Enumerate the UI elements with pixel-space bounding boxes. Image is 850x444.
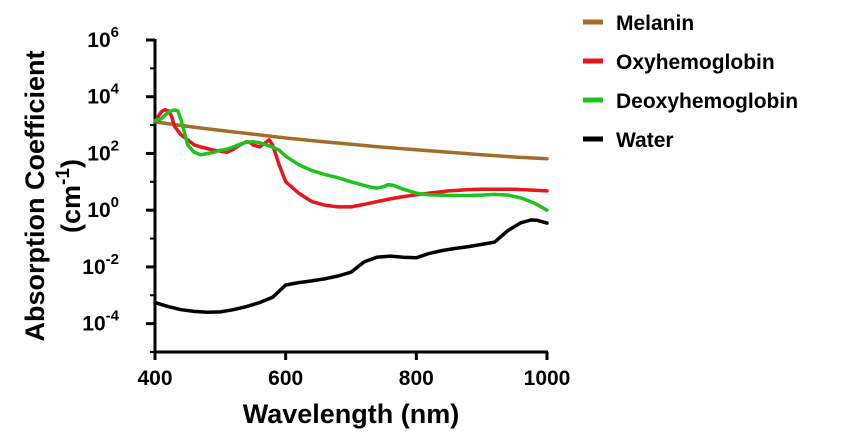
x-tick-label: 800 (399, 367, 434, 390)
y-tick-exponent: -4 (106, 308, 120, 325)
y-tick-label: 100 (87, 194, 119, 222)
y-tick-label: 102 (87, 137, 119, 165)
y-tick-exponent: 6 (111, 24, 119, 41)
y-unit-prefix: (cm (56, 185, 86, 233)
y-tick-base: 10 (82, 313, 105, 336)
y-tick-label: 104 (87, 81, 119, 109)
x-tick-label: 400 (137, 367, 172, 390)
axes (146, 38, 549, 360)
legend-label: Oxyhemoglobin (616, 51, 775, 74)
plot-area (153, 107, 549, 315)
series-line-deoxyhemoglobin (153, 108, 549, 212)
y-unit-exponent: -1 (53, 168, 74, 185)
y-tick-base: 10 (87, 142, 110, 165)
y-axis-title: Absorption Coefficient (cm-1) (20, 51, 86, 342)
y-tick-exponent: 4 (111, 81, 120, 98)
y-tick-base: 10 (87, 199, 110, 222)
series-line-melanin (153, 120, 549, 161)
x-axis-title: Wavelength (nm) (243, 399, 460, 429)
x-tick-labels: 400 600 800 1000 (137, 367, 570, 390)
y-axis-title-line2: (cm-1) (53, 159, 86, 233)
y-tick-label: 10-4 (82, 308, 119, 336)
y-axis-title-line1: Absorption Coefficient (20, 51, 50, 342)
y-tick-exponent: -2 (106, 251, 119, 268)
y-tick-label: 106 (87, 24, 119, 52)
y-tick-base: 10 (87, 86, 110, 109)
legend-label: Melanin (616, 12, 694, 35)
y-tick-label: 10-2 (82, 251, 119, 279)
x-tick-label: 1000 (524, 367, 571, 390)
y-tick-base: 10 (82, 256, 105, 279)
y-tick-base: 10 (87, 29, 110, 52)
legend: Melanin Oxyhemoglobin Deoxyhemoglobin Water (583, 12, 798, 152)
y-tick-exponent: 0 (111, 194, 119, 211)
series-line-oxyhemoglobin (153, 107, 549, 209)
x-tick-label: 600 (268, 367, 303, 390)
legend-label: Water (616, 129, 674, 152)
legend-label: Deoxyhemoglobin (616, 90, 798, 113)
series-line-water (153, 218, 549, 315)
y-unit-suffix: ) (56, 159, 86, 168)
y-tick-exponent: 2 (111, 137, 119, 154)
